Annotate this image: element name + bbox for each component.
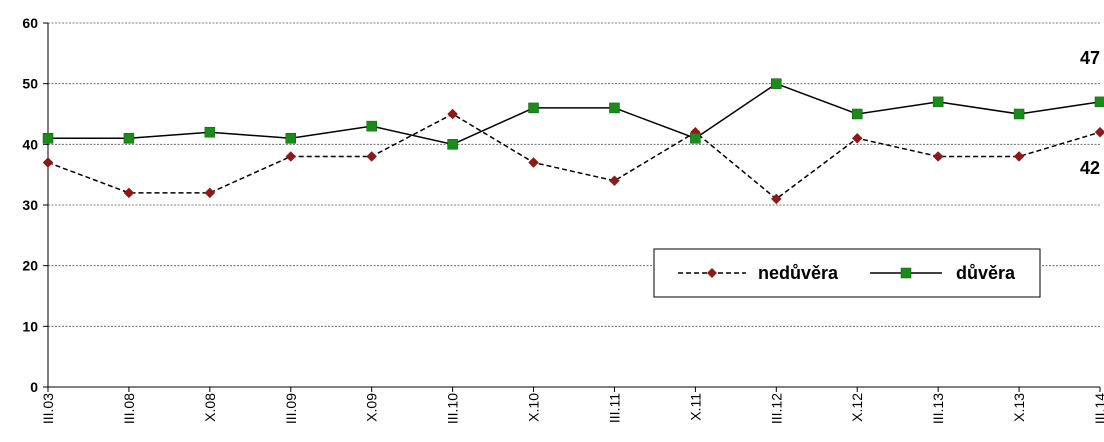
end-value-label: 42: [1080, 158, 1100, 178]
series-line: [48, 82, 1101, 146]
legend-label: důvěra: [956, 263, 1016, 283]
x-tick-label: III.10: [445, 393, 461, 424]
data-point: [123, 133, 135, 144]
data-point: [366, 120, 377, 132]
data-point: [366, 151, 378, 162]
data-point: [123, 187, 135, 199]
x-tick-label: III.11: [606, 393, 622, 423]
series-1: [42, 108, 1104, 205]
x-tick-label: X.12: [849, 393, 865, 422]
x-tick-label: III.03: [40, 393, 56, 424]
y-axis-ticks: 0 10 20 30 40 50 60: [22, 15, 48, 395]
data-point: [851, 132, 863, 144]
data-point: [204, 126, 216, 138]
x-tick-label: III.14: [1092, 393, 1104, 424]
data-point: [1013, 108, 1025, 120]
y-tick-label: 60: [22, 15, 38, 31]
x-axis-ticks: III.03 III.08 X.08 III.09 X.09 III.10 X.10 III.…: [40, 387, 1104, 424]
x-tick-label: X.11: [687, 393, 703, 421]
x-tick-label: X.08: [202, 393, 218, 422]
data-point: [447, 108, 458, 120]
x-tick-label: X.13: [1011, 393, 1027, 422]
legend-marker: [707, 268, 717, 278]
y-tick-label: 10: [22, 318, 38, 334]
data-point: [447, 139, 458, 150]
data-point: [528, 102, 539, 114]
data-point: [851, 108, 863, 120]
y-tick-label: 20: [22, 258, 38, 274]
y-tick-label: 40: [22, 136, 38, 152]
data-point: [1094, 126, 1104, 138]
x-tick-label: X.09: [364, 393, 380, 422]
data-point: [609, 102, 620, 114]
data-point: [1013, 151, 1025, 162]
data-point: [528, 157, 539, 168]
y-tick-label: 0: [30, 379, 38, 395]
series-line: [47, 113, 1101, 200]
data-point: [42, 133, 54, 144]
data-point: [932, 151, 944, 162]
data-point: [770, 193, 782, 205]
legend-label: nedůvěra: [758, 263, 839, 283]
data-point: [42, 157, 54, 168]
data-point: [1094, 96, 1104, 108]
data-point: [285, 133, 297, 144]
data-point: [690, 133, 701, 144]
data-point: [609, 175, 620, 187]
x-tick-label: III.13: [930, 393, 946, 424]
x-tick-label: III.12: [768, 393, 784, 424]
data-point: [285, 151, 297, 162]
x-tick-label: X.10: [526, 393, 542, 422]
end-labels: 42 47: [1080, 48, 1100, 178]
end-value-label: 47: [1080, 48, 1100, 68]
y-tick-label: 50: [22, 76, 38, 92]
series-layer: [42, 78, 1104, 205]
data-point: [771, 78, 782, 89]
series-2: [42, 78, 1104, 150]
x-tick-label: III.09: [283, 393, 299, 424]
legend-marker: [900, 267, 912, 279]
data-point: [204, 187, 216, 199]
y-tick-label: 30: [22, 197, 38, 213]
data-point: [932, 96, 944, 108]
gridlines: [48, 22, 1100, 327]
x-tick-label: III.08: [121, 393, 137, 424]
legend: nedůvěra důvěra: [653, 248, 1041, 298]
